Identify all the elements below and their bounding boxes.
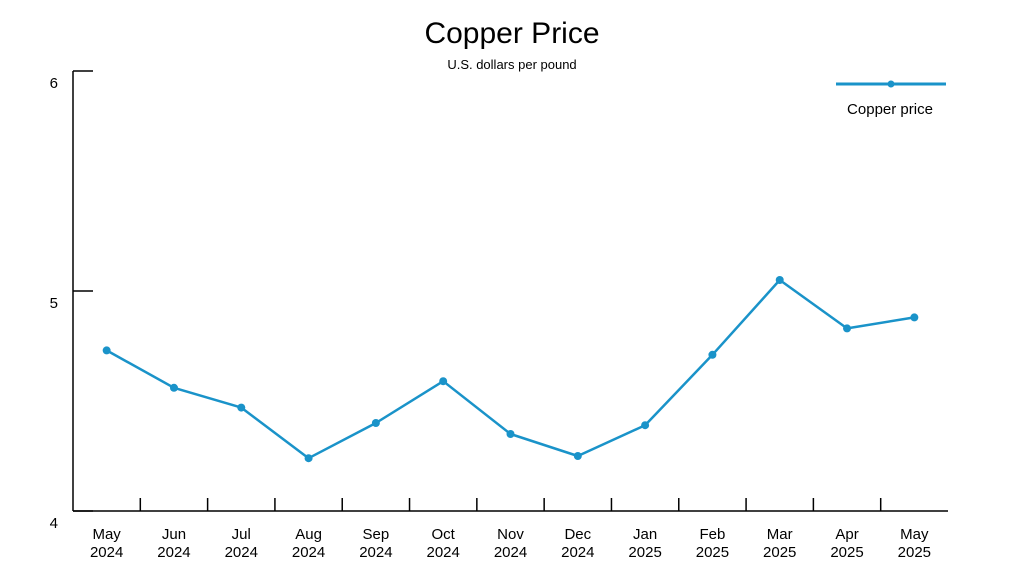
chart-legend: Copper price: [836, 80, 946, 118]
data-point: [708, 350, 717, 359]
x-tick-label-year: 2024: [359, 544, 392, 561]
data-point: [439, 377, 448, 386]
data-point: [910, 313, 919, 322]
data-point: [843, 324, 852, 333]
x-tick-label-year: 2025: [763, 544, 796, 561]
data-point: [237, 403, 246, 412]
chart-subtitle: U.S. dollars per pound: [447, 57, 576, 72]
x-tick-label-year: 2024: [157, 544, 190, 561]
x-tick-label-month: Dec: [564, 526, 591, 543]
x-tick-label-month: Sep: [363, 526, 390, 543]
x-tick-label-year: 2024: [561, 544, 594, 561]
x-tick-label-year: 2024: [225, 544, 258, 561]
data-point: [573, 452, 582, 460]
x-tick-label-month: Aug: [295, 526, 322, 543]
data-point: [641, 421, 650, 430]
x-tick-label-year: 2024: [90, 544, 123, 561]
data-point: [371, 419, 380, 427]
data-point: [102, 346, 111, 355]
chart-axes: 456May2024Jun2024Jul2024Aug2024Sep2024Oc…: [50, 70, 948, 561]
x-tick-label-year: 2025: [696, 544, 729, 561]
data-point: [775, 276, 784, 284]
x-tick-label-month: Feb: [699, 526, 725, 543]
data-point: [506, 430, 515, 438]
chart-title: Copper Price: [424, 17, 599, 50]
x-tick-label-month: Jun: [162, 526, 186, 543]
x-tick-label-month: May: [900, 526, 929, 543]
x-tick-label-year: 2024: [427, 544, 460, 561]
y-tick-label: 4: [50, 515, 58, 532]
x-tick-label-year: 2024: [494, 544, 527, 561]
x-tick-label-year: 2025: [830, 544, 863, 561]
x-tick-label-year: 2025: [898, 544, 931, 561]
x-tick-label-month: Apr: [835, 526, 858, 543]
series-layer: [102, 276, 919, 463]
x-tick-label-year: 2024: [292, 544, 325, 561]
y-tick-label: 6: [50, 75, 58, 92]
y-tick-label: 5: [50, 295, 58, 312]
x-tick-label-month: Jan: [633, 526, 657, 543]
x-tick-label-month: May: [92, 526, 121, 543]
legend-marker: [887, 80, 895, 88]
data-point: [169, 383, 178, 392]
x-tick-label-month: Oct: [432, 526, 456, 543]
data-point: [304, 454, 313, 463]
x-tick-label-month: Mar: [767, 526, 793, 543]
x-tick-label-month: Nov: [497, 526, 524, 543]
legend-label: Copper price: [847, 101, 933, 118]
x-tick-label-month: Jul: [232, 526, 251, 543]
x-tick-label-year: 2025: [628, 544, 661, 561]
